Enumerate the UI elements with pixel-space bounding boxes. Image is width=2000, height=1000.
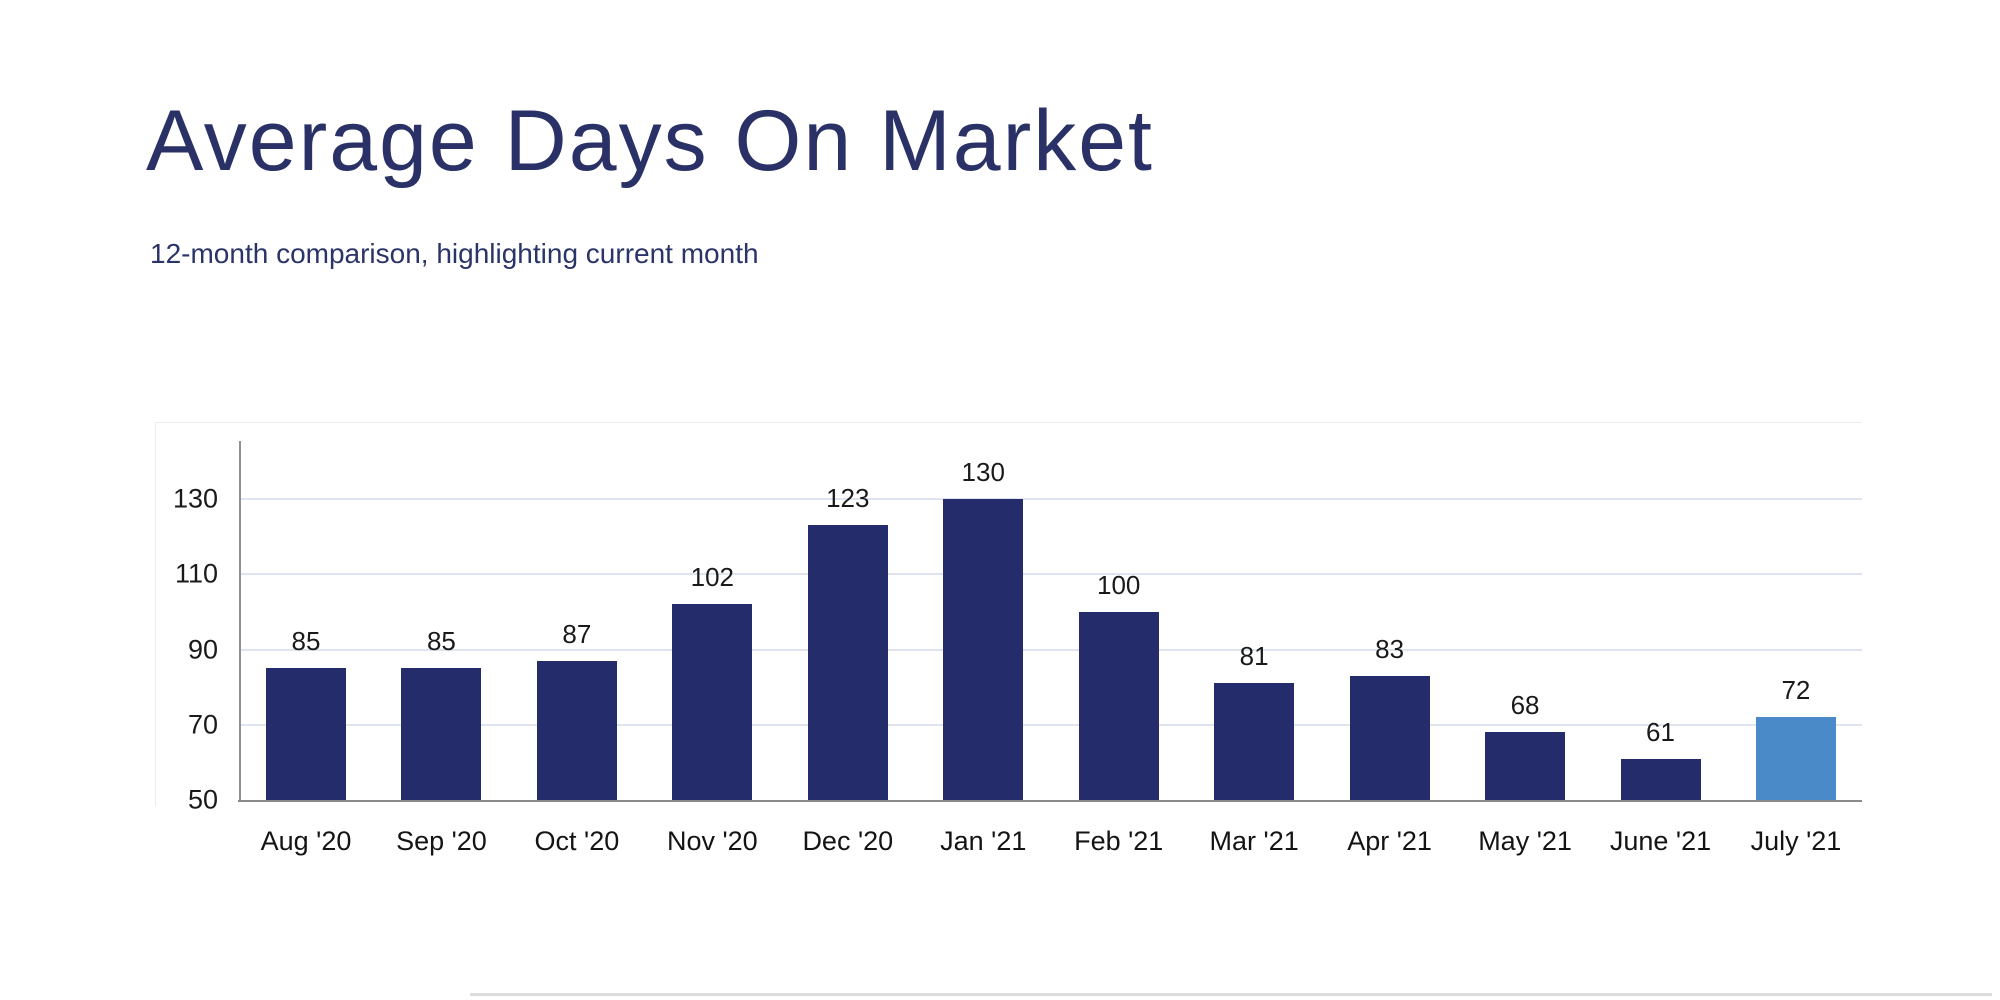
bar bbox=[536, 660, 617, 800]
bar-value-label: 85 bbox=[291, 626, 321, 657]
bar-value-label: 68 bbox=[1510, 690, 1540, 721]
gridline bbox=[240, 498, 1862, 500]
x-axis-label: Nov '20 bbox=[666, 826, 758, 856]
bar-value-label: 81 bbox=[1239, 641, 1269, 672]
bar bbox=[266, 668, 346, 800]
bar-value-label: 130 bbox=[961, 457, 1005, 487]
x-axis-label: Dec '20 bbox=[802, 826, 894, 856]
gridline bbox=[240, 723, 1862, 726]
x-axis-label: Mar '21 bbox=[1209, 826, 1299, 856]
x-axis-label: June '21 bbox=[1609, 826, 1712, 856]
y-axis-tick-label: 50 bbox=[187, 784, 218, 815]
bar-value-label: 83 bbox=[1375, 633, 1405, 664]
chart-panel-border bbox=[155, 422, 1862, 806]
gridline bbox=[240, 648, 1862, 651]
x-axis-line bbox=[238, 800, 1862, 802]
bar-value-label: 87 bbox=[562, 618, 592, 649]
bar-value-label: 123 bbox=[826, 483, 870, 514]
bar bbox=[1349, 675, 1430, 800]
y-axis-tick-label: 70 bbox=[187, 709, 218, 740]
y-axis-tick-label: 110 bbox=[174, 558, 218, 589]
bar bbox=[1485, 732, 1566, 800]
bar bbox=[807, 525, 888, 800]
bar bbox=[1078, 611, 1159, 800]
x-axis-label: Feb '21 bbox=[1074, 826, 1164, 856]
bar-value-label: 61 bbox=[1646, 716, 1675, 747]
bar bbox=[1214, 683, 1295, 800]
x-axis-label: Oct '20 bbox=[534, 826, 620, 856]
y-axis-tick-label: 90 bbox=[187, 634, 218, 664]
y-axis-tick-label: 130 bbox=[172, 483, 218, 514]
bar-value-label: 85 bbox=[426, 626, 456, 657]
bar-value-label: 100 bbox=[1096, 569, 1141, 600]
bar bbox=[672, 604, 753, 800]
gridline bbox=[240, 573, 1862, 576]
y-axis-line bbox=[239, 441, 241, 802]
page-title: Average Days On Market bbox=[146, 93, 1154, 189]
bar bbox=[401, 668, 482, 800]
x-axis-label: Apr '21 bbox=[1347, 826, 1432, 856]
page-subtitle: 12-month comparison, highlighting curren… bbox=[150, 238, 759, 269]
x-axis-label: Jan '21 bbox=[940, 826, 1027, 856]
bar-current-month bbox=[1755, 717, 1836, 800]
x-axis-label: May '21 bbox=[1478, 826, 1572, 856]
x-axis-label: July '21 bbox=[1750, 826, 1842, 856]
bottom-divider-line bbox=[470, 993, 1992, 996]
bar bbox=[943, 499, 1024, 800]
bar bbox=[1620, 758, 1701, 800]
bar-value-label: 72 bbox=[1781, 675, 1811, 706]
bar-value-label: 102 bbox=[690, 562, 735, 593]
x-axis-label: Sep '20 bbox=[396, 826, 487, 856]
x-axis-label: Aug '20 bbox=[260, 826, 352, 856]
